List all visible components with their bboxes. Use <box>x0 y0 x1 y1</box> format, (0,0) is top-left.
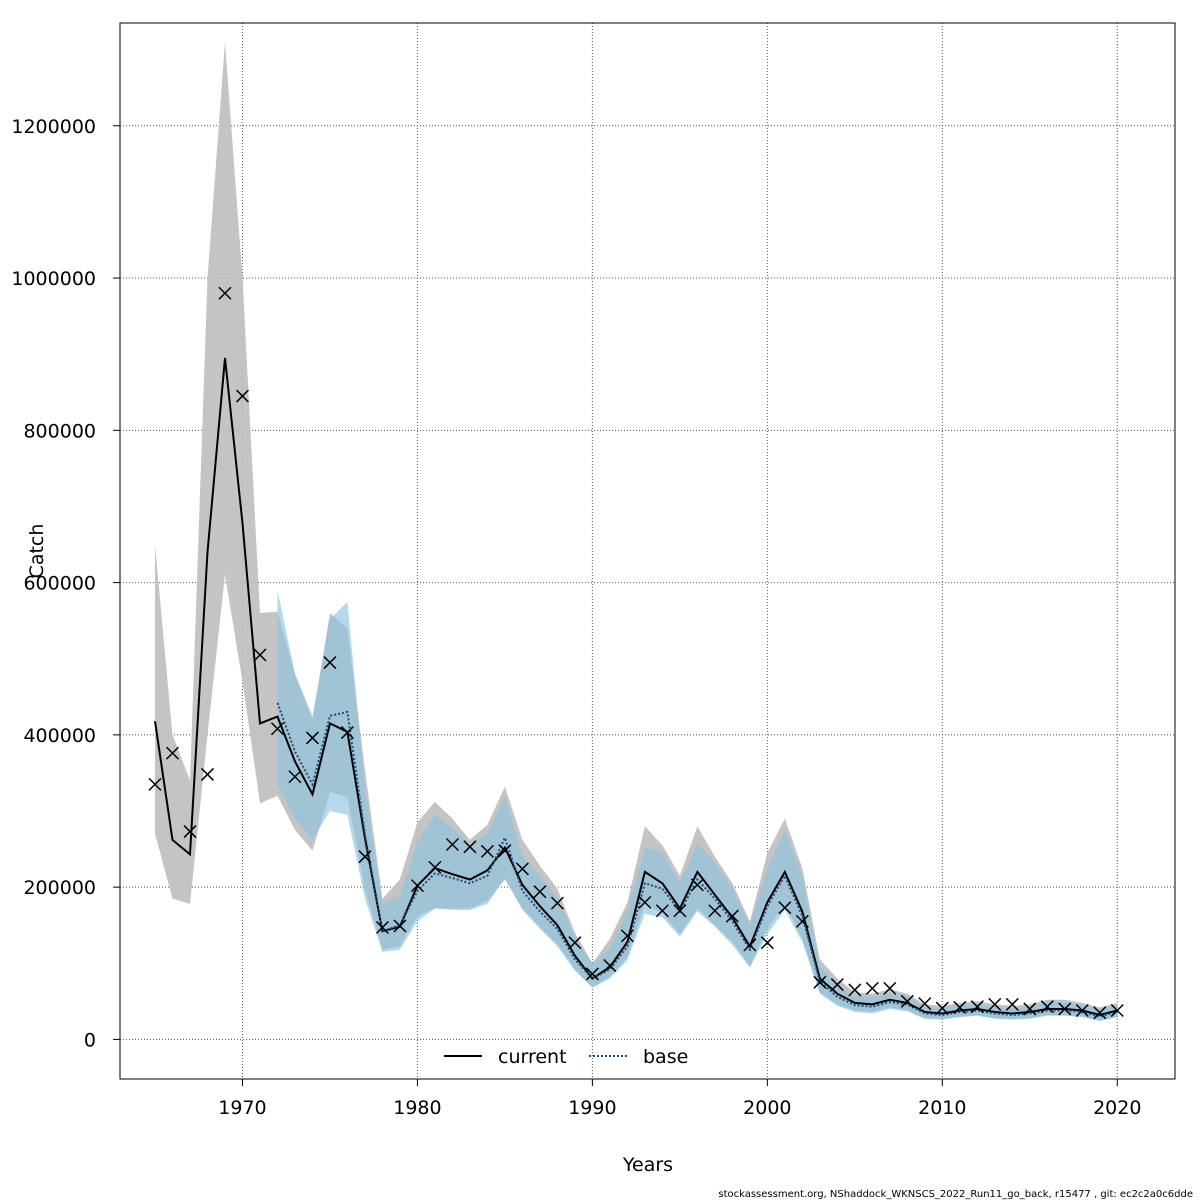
observed-catch-marker <box>1058 1002 1072 1016</box>
x-axis: 1970 1980 1990 2000 2010 2020 <box>218 1079 1141 1119</box>
plot-frame <box>119 22 1176 1080</box>
observed-catch-marker <box>498 844 512 858</box>
observed-catch-marker <box>970 1000 984 1014</box>
observed-catch-marker <box>235 389 250 403</box>
observed-catch-marker <box>480 844 494 858</box>
observed-catch-marker <box>830 978 844 992</box>
observed-catch-marker <box>585 967 599 981</box>
observed-catch-marker <box>323 656 337 670</box>
observed-catch-marker <box>340 726 354 740</box>
observed-catch-marker <box>568 936 582 950</box>
observed-catch-marker <box>935 1001 949 1015</box>
observed-catch-marker <box>445 837 459 852</box>
observed-catch-marker <box>253 648 267 662</box>
y-tick-label: 200000 <box>23 877 96 899</box>
observed-catch-marker <box>1040 1000 1054 1014</box>
observed-catch-marker <box>900 994 914 1008</box>
y-axis: 0 200000 400000 600000 800000 1000000 1200000 <box>11 116 120 1051</box>
observed-catch-marker <box>165 746 180 760</box>
observed-catch-marker <box>1023 1002 1037 1016</box>
base-series-line <box>276 702 1118 1018</box>
observed-catch-marker <box>288 770 302 784</box>
x-tick-label: 2010 <box>918 1097 966 1119</box>
observed-catch-marker <box>1093 1006 1107 1020</box>
y-tick-label: 800000 <box>23 420 96 442</box>
observed-catch-marker <box>865 981 879 995</box>
observed-catch-marker <box>883 981 897 995</box>
observed-catch-marker <box>778 901 792 915</box>
observed-catch-marker <box>795 914 809 928</box>
observed-catch-marker <box>218 286 232 300</box>
observed-catch-marker <box>550 896 564 910</box>
observed-catch-marker <box>305 731 319 745</box>
x-tick-label: 1990 <box>568 1097 616 1119</box>
observed-catch-marker <box>620 929 634 943</box>
observed-catch-marker <box>725 909 739 923</box>
x-tick-label: 1980 <box>393 1097 441 1119</box>
legend-current-label: current <box>498 1046 567 1068</box>
legend-base-label: base <box>643 1046 688 1068</box>
observed-catch-marker <box>183 825 197 839</box>
observed-catch-marker <box>603 959 617 973</box>
observed-catch-marker <box>848 983 862 997</box>
y-tick-label: 1000000 <box>11 268 96 290</box>
footer-note: stockassessment.org, NShaddock_WKNSCS_20… <box>718 1189 1193 1200</box>
x-tick-label: 2020 <box>1093 1097 1141 1119</box>
x-tick-label: 1970 <box>218 1097 266 1119</box>
observed-catch-marker <box>760 936 774 950</box>
observed-catch-marker <box>638 895 652 909</box>
observed-catch-marker <box>463 840 477 854</box>
observed-catch-marker <box>813 975 827 989</box>
observed-markers <box>148 286 1124 1020</box>
observed-catch-marker <box>690 878 704 892</box>
observed-catch-marker <box>1075 1003 1089 1018</box>
observed-catch-marker <box>988 997 1002 1011</box>
x-tick-label: 2000 <box>743 1097 791 1119</box>
observed-catch-marker <box>673 904 687 918</box>
observed-catch-marker <box>393 919 407 933</box>
observed-catch-marker <box>375 920 389 935</box>
observed-catch-marker <box>515 862 529 876</box>
observed-catch-marker <box>270 722 284 736</box>
y-tick-label: 1200000 <box>11 116 96 138</box>
y-tick-label: 600000 <box>23 573 96 595</box>
observed-catch-marker <box>708 904 722 918</box>
y-axis-title: Catch <box>26 524 48 579</box>
observed-catch-marker <box>1110 1003 1124 1018</box>
observed-catch-marker <box>655 904 669 918</box>
observed-catch-marker <box>358 850 372 864</box>
x-axis-title: Years <box>622 1154 673 1176</box>
observed-catch-marker <box>953 1000 967 1014</box>
legend: current base <box>444 1046 688 1068</box>
observed-catch-marker <box>1005 997 1019 1011</box>
observed-catch-marker <box>200 767 215 781</box>
observed-catch-marker <box>428 860 442 874</box>
observed-catch-marker <box>410 879 424 893</box>
observed-catch-marker <box>918 997 932 1011</box>
observed-catch-marker <box>148 777 162 791</box>
y-tick-label: 0 <box>84 1029 96 1051</box>
observed-catch-marker <box>743 938 757 952</box>
y-tick-label: 400000 <box>23 725 96 747</box>
observed-catch-marker <box>533 885 547 899</box>
